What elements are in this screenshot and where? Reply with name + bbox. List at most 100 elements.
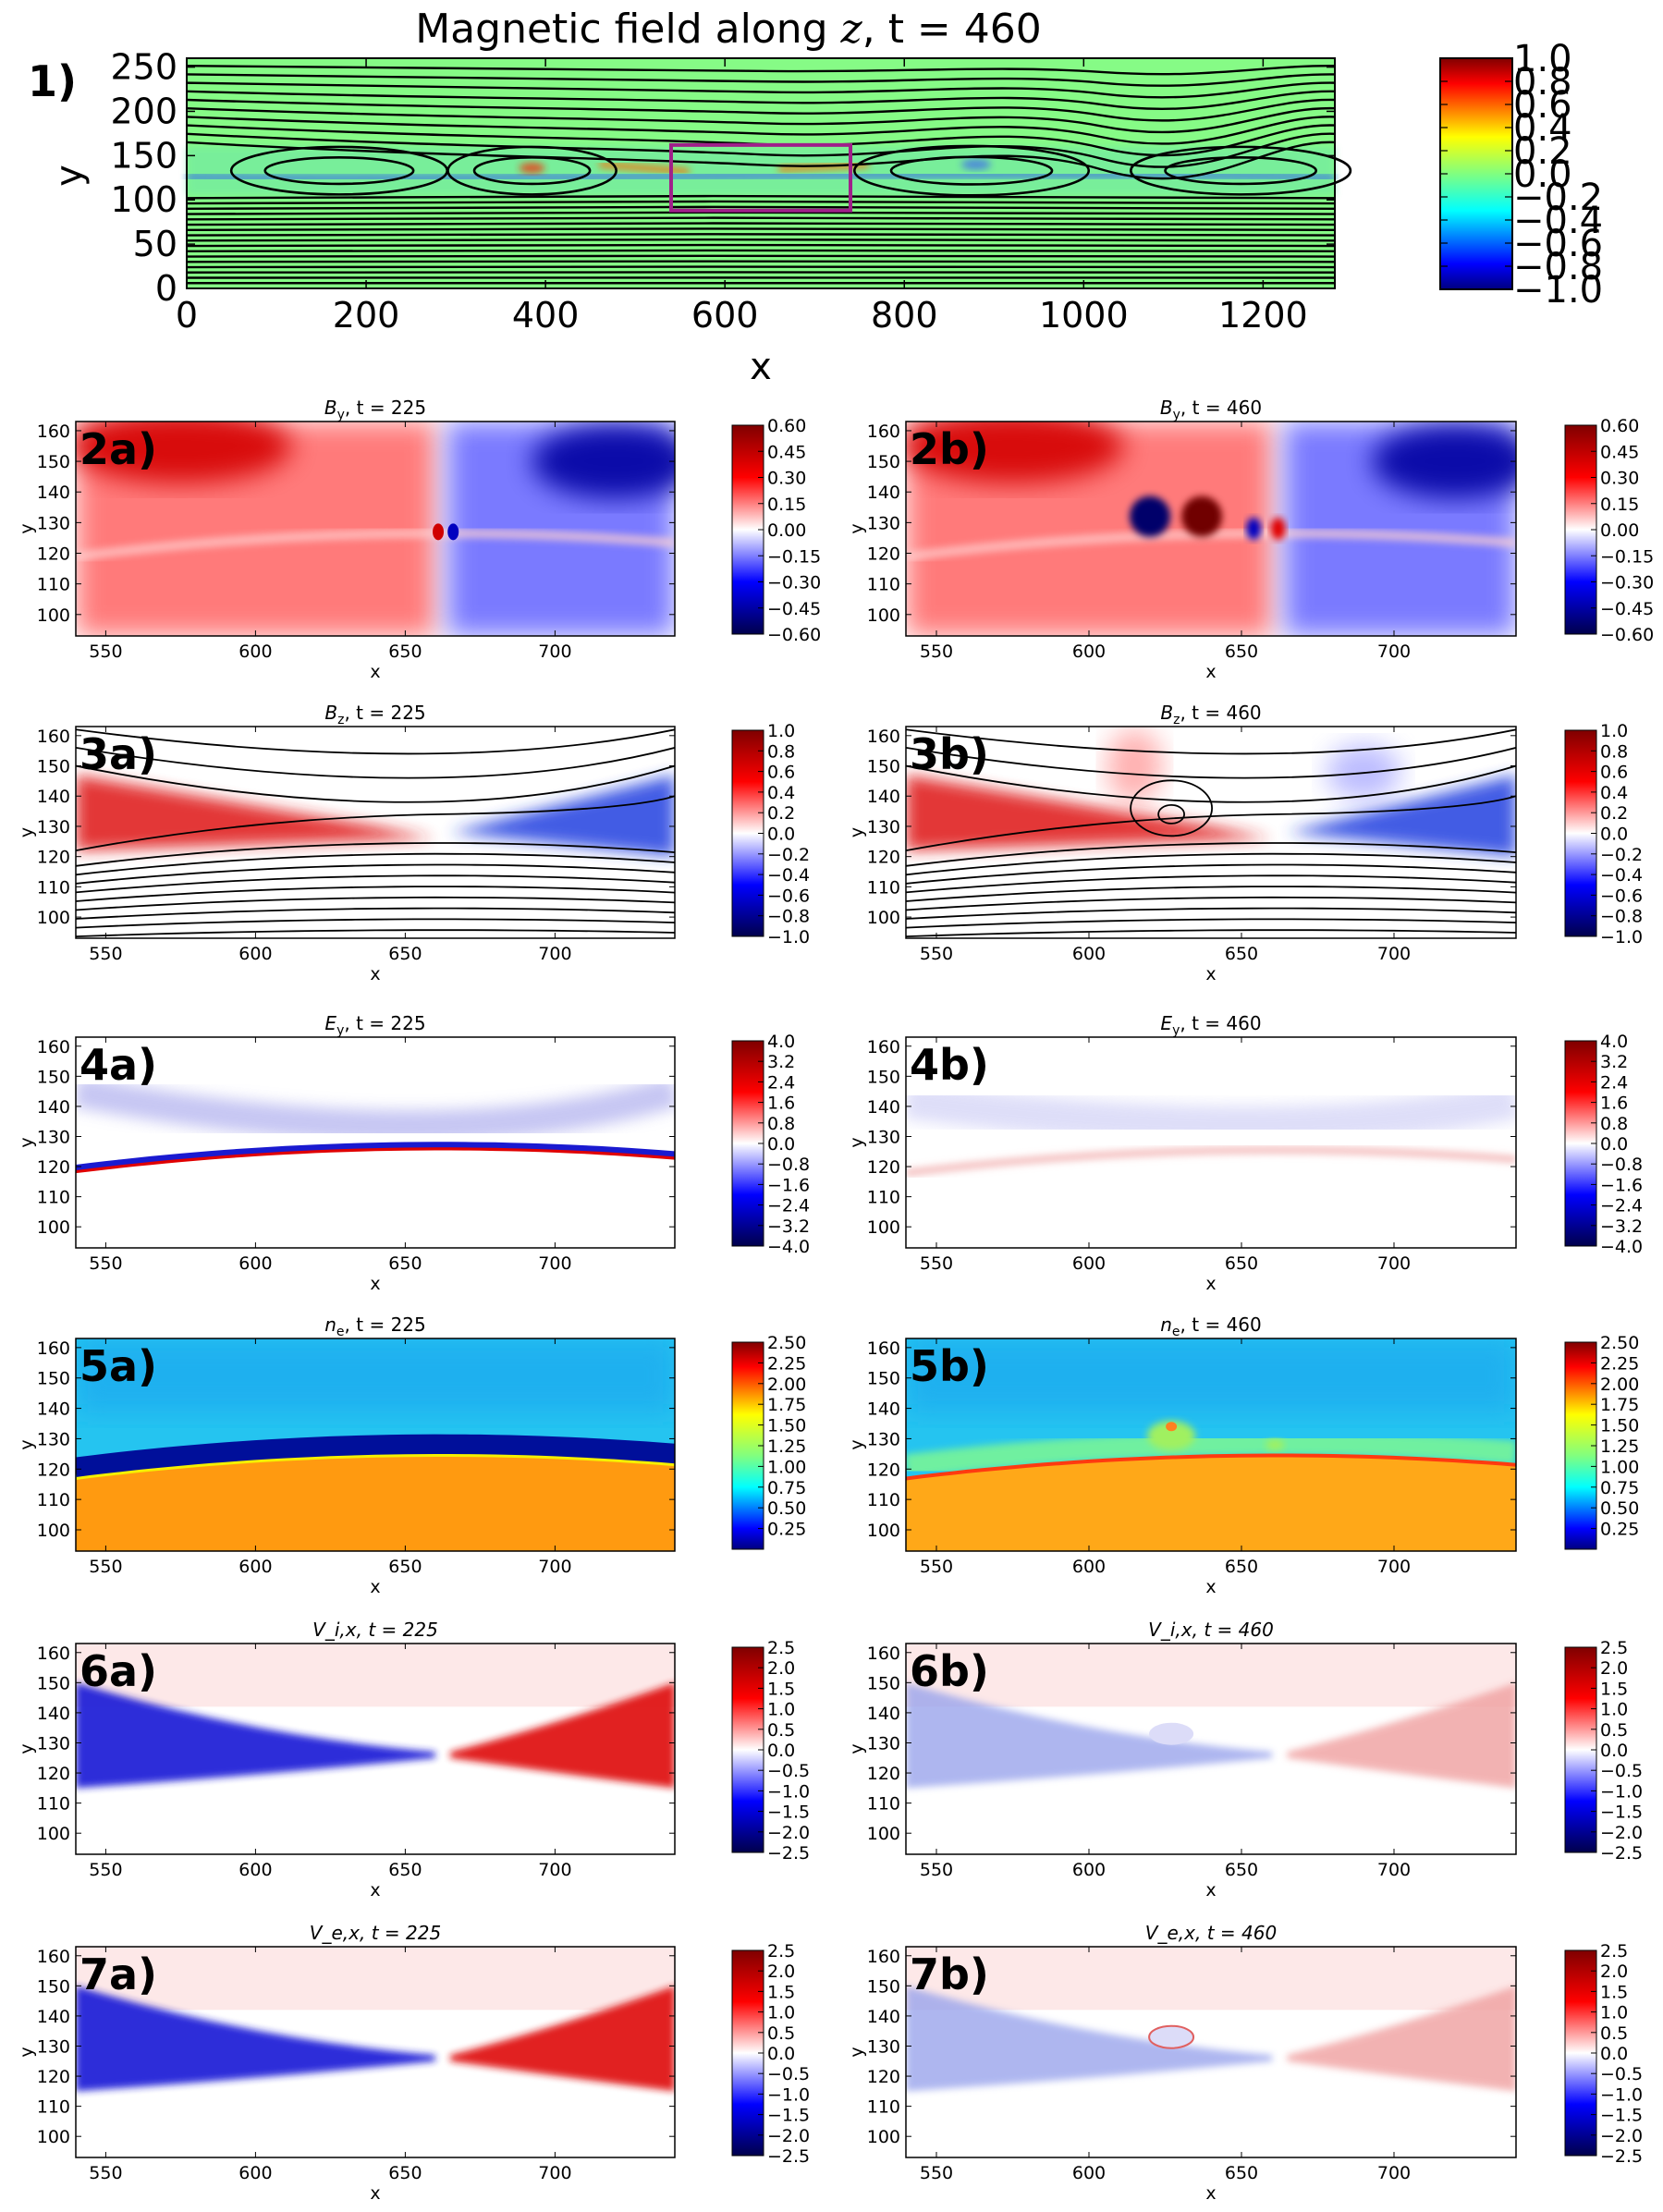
x-tick-label: 550 <box>920 1860 953 1880</box>
x-axis-label: x <box>370 1274 380 1294</box>
colorbar-tick-label: 2.5 <box>767 1941 795 1961</box>
upper-tint <box>76 1644 675 1707</box>
y-axis-label: y <box>847 2047 867 2057</box>
colorbar-tick-label: 3.2 <box>767 1052 795 1072</box>
y-tick-label: 150 <box>867 1067 900 1087</box>
panel-label: 2a) <box>79 424 157 474</box>
panel-5b: 550 600 650 700 x 100 110 120 130 140 150 160 y ne, t… <box>847 1314 1639 1597</box>
y-tick-label: 120 <box>867 848 900 868</box>
island-inner <box>889 155 1054 186</box>
colorbar-tick-label: 2.00 <box>767 1375 806 1395</box>
colorbar-tick-label: 1.00 <box>1600 1457 1639 1477</box>
plot-area <box>906 422 1516 636</box>
field-line <box>906 842 1516 867</box>
x-tick-label: 550 <box>89 1860 122 1880</box>
positive-flow <box>1287 1986 1516 2092</box>
colorbar-tick-label: 1.0 <box>767 2003 795 2023</box>
y-tick-label: 150 <box>37 1976 70 1997</box>
y-axis-label: y <box>17 523 37 533</box>
colorbar-tick-label: −2.0 <box>767 2126 810 2146</box>
negative-flow <box>906 1682 1272 1789</box>
panel-1-xlabel: x <box>750 346 772 388</box>
colorbar-tick-label: 1.0 <box>767 1700 795 1720</box>
x-tick-label: 600 <box>1072 2163 1106 2183</box>
field-line <box>906 747 1516 779</box>
panel-4a: 550 600 650 700 x 100 110 120 130 140 150 160 y Ey, t… <box>17 1012 810 1294</box>
y-axis-label: y <box>847 1743 867 1754</box>
y-axis-label: y <box>847 1439 867 1449</box>
y-tick-label: 120 <box>37 1157 70 1178</box>
zoom-region-box <box>668 142 853 213</box>
field-line <box>76 896 675 911</box>
x-axis-label: x <box>370 1880 380 1900</box>
y-tick-label: 110 <box>37 2097 70 2118</box>
y-tick-label: 120 <box>867 1764 900 1784</box>
axes-frame <box>75 726 676 939</box>
positive-wedge <box>906 775 1272 851</box>
colorbar-tick-label: −0.45 <box>767 599 821 619</box>
colorbar-tick-label: 2.0 <box>767 1961 795 1982</box>
x-tick-label: 650 <box>388 1253 422 1274</box>
y-tick-label: 100 <box>867 2127 900 2147</box>
colorbar-tick-label: 1.0 <box>1513 38 1572 80</box>
colorbar-tick-label: 0.0 <box>1600 1134 1628 1155</box>
x-tick-label: 650 <box>1225 2163 1258 2183</box>
colorbar-tick-label: −0.2 <box>767 845 810 865</box>
panel-title: V_e,x, t = 225 <box>310 1922 441 1944</box>
field-line <box>76 907 675 920</box>
bz-coldspot <box>960 158 991 170</box>
field-line <box>906 863 1516 885</box>
x-tick-label: 700 <box>1377 1253 1411 1274</box>
y-tick-label: 120 <box>867 1460 900 1480</box>
field-line <box>906 728 1516 755</box>
x-tick-label: 550 <box>920 642 953 662</box>
island-outer <box>446 145 618 196</box>
upper-shade <box>76 1338 675 1413</box>
positive-flow <box>1287 1682 1516 1789</box>
y-tick-label: 150 <box>37 1067 70 1087</box>
y-tick-label: 160 <box>37 422 70 442</box>
colorbar-tick-label: 2.50 <box>1600 1333 1639 1353</box>
colorbar-tick-label: 1.5 <box>767 1679 795 1699</box>
field-line <box>906 929 1516 937</box>
colorbar-tick-label: 0.8 <box>767 741 795 762</box>
y-tick-label: 140 <box>37 787 70 807</box>
blob <box>447 523 459 541</box>
field-line <box>76 852 675 876</box>
y-tick-label: 140 <box>867 1399 900 1420</box>
colorbar-tick-label: −0.8 <box>767 907 810 927</box>
colorbar-tick-label: 2.5 <box>1600 1941 1628 1961</box>
y-tick-label: 140 <box>867 787 900 807</box>
y-tick-label: 160 <box>37 1338 70 1359</box>
x-tick-label: 650 <box>1225 1253 1258 1274</box>
depleted-layer <box>76 1434 675 1482</box>
y-axis: 100 110 120 130 140 150 160 <box>867 422 1516 626</box>
panel-label: 7b) <box>910 1949 989 1999</box>
colorbar-tick-label: −4.0 <box>1600 1237 1643 1257</box>
x-axis: 550 600 650 700 <box>920 1338 1411 1577</box>
colorbar-tick-label: −0.8 <box>767 1155 810 1175</box>
x-tick-label: 0 <box>176 295 198 336</box>
axes-frame <box>905 421 1517 637</box>
x-tick-label: 650 <box>1225 1557 1258 1577</box>
diffuse-band <box>906 1082 1516 1143</box>
colorbar-tick-label: 0.00 <box>1600 520 1639 541</box>
colorbar-tick-label: 1.6 <box>767 1094 795 1114</box>
x-axis-label: x <box>370 662 380 682</box>
panel-title: Ey, t = 460 <box>1160 1012 1261 1038</box>
positive-wedge <box>76 775 435 851</box>
y-tick-label: 110 <box>37 1188 70 1208</box>
colorbar-tick-label: 0.8 <box>1600 741 1628 762</box>
colorbar-tick-label: 1.0 <box>767 721 795 741</box>
colorbar-tick-label: −0.6 <box>767 886 810 906</box>
colorbar-tick-label: 1.00 <box>767 1457 806 1477</box>
y-tick-label: 160 <box>867 1037 900 1057</box>
colorbar-tick-label: 0.30 <box>1600 469 1639 489</box>
x-tick-label: 700 <box>1377 944 1411 964</box>
y-tick-label: 110 <box>867 1188 900 1208</box>
y-tick-label: 100 <box>867 1521 900 1541</box>
plot-area <box>906 1338 1516 1551</box>
colorbar-tick-label: 0.45 <box>767 442 806 462</box>
x-axis: 550 600 650 700 <box>920 1947 1411 2183</box>
